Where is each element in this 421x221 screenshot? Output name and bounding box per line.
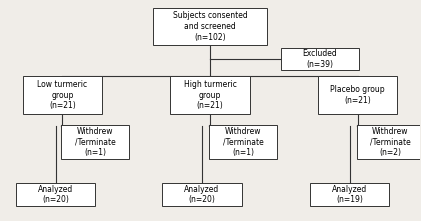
FancyBboxPatch shape (153, 8, 267, 45)
Text: High turmeric
group
(n=21): High turmeric group (n=21) (184, 80, 237, 110)
Text: Withdrew
/Terminate
(n=2): Withdrew /Terminate (n=2) (370, 127, 411, 157)
FancyBboxPatch shape (16, 183, 96, 206)
FancyBboxPatch shape (170, 76, 250, 114)
Text: Excluded
(n=39): Excluded (n=39) (302, 50, 337, 69)
Text: Analyzed
(n=19): Analyzed (n=19) (332, 185, 367, 204)
FancyBboxPatch shape (310, 183, 389, 206)
Text: Low turmeric
group
(n=21): Low turmeric group (n=21) (37, 80, 88, 110)
Text: Analyzed
(n=20): Analyzed (n=20) (38, 185, 73, 204)
FancyBboxPatch shape (23, 76, 102, 114)
FancyBboxPatch shape (357, 125, 421, 159)
FancyBboxPatch shape (61, 125, 129, 159)
FancyBboxPatch shape (318, 76, 397, 114)
FancyBboxPatch shape (162, 183, 242, 206)
Text: Analyzed
(n=20): Analyzed (n=20) (184, 185, 220, 204)
FancyBboxPatch shape (281, 48, 359, 70)
Text: Withdrew
/Terminate
(n=1): Withdrew /Terminate (n=1) (223, 127, 263, 157)
Text: Withdrew
/Terminate
(n=1): Withdrew /Terminate (n=1) (75, 127, 116, 157)
Text: Subjects consented
and screened
(n=102): Subjects consented and screened (n=102) (173, 11, 248, 42)
FancyBboxPatch shape (209, 125, 277, 159)
Text: Placebo group
(n=21): Placebo group (n=21) (330, 85, 385, 105)
